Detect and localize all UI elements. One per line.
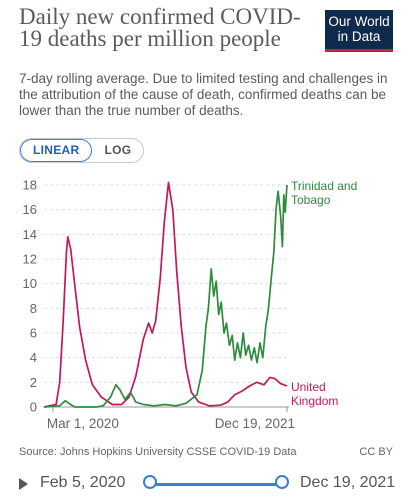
owid-logo[interactable]: Our World in Data: [325, 10, 393, 52]
series-line: [43, 181, 288, 408]
source-note[interactable]: Source: Johns Hopkins University CSSE CO…: [19, 446, 297, 458]
y-tick-label: 2: [30, 375, 37, 390]
linear-scale-button[interactable]: LINEAR: [20, 139, 93, 162]
log-scale-button[interactable]: LOG: [104, 143, 132, 157]
timeline-start-handle[interactable]: [143, 475, 157, 489]
y-tick-label: 6: [30, 326, 37, 341]
y-tick-label: 14: [23, 227, 37, 242]
x-tick-label: Mar 1, 2020: [47, 416, 119, 431]
chart-title: Daily new confirmed COVID-19 deaths per …: [19, 4, 301, 51]
series-label: Trinidad and: [291, 179, 357, 193]
y-tick-label: 8: [30, 301, 37, 316]
y-tick-label: 16: [23, 202, 37, 217]
logo-line-2: in Data: [337, 29, 381, 44]
license-link[interactable]: CC BY: [359, 446, 393, 458]
timeline-start-label: Feb 5, 2020: [40, 474, 126, 491]
play-icon[interactable]: [19, 478, 28, 490]
timeline-end-label: Dec 19, 2021: [300, 474, 396, 491]
x-tick-label: Dec 19, 2021: [215, 416, 295, 431]
y-tick-label: 18: [23, 178, 37, 193]
series-label: Tobago: [291, 193, 331, 207]
timeline-end-handle[interactable]: [275, 475, 289, 489]
logo-line-1: Our World: [328, 14, 390, 29]
scale-toggle: LINEAR LOG: [19, 138, 145, 163]
timeline: Feb 5, 2020 Dec 19, 2021: [0, 468, 415, 500]
series-label: Kingdom: [291, 394, 338, 408]
series-label: United: [291, 380, 326, 394]
line-chart: 0 2 4 6 8 10 12 14 16 18 Mar 1, 2020 Dec 19, 2021 Un…: [23, 178, 358, 432]
y-tick-label: 12: [23, 252, 37, 267]
chart-subtitle: 7-day rolling average. Due to limited te…: [19, 71, 388, 118]
y-tick-label: 10: [23, 276, 37, 291]
y-tick-label: 4: [30, 350, 37, 365]
y-tick-label: 0: [30, 400, 37, 415]
series-line: [43, 184, 288, 408]
timeline-track[interactable]: [150, 483, 282, 486]
